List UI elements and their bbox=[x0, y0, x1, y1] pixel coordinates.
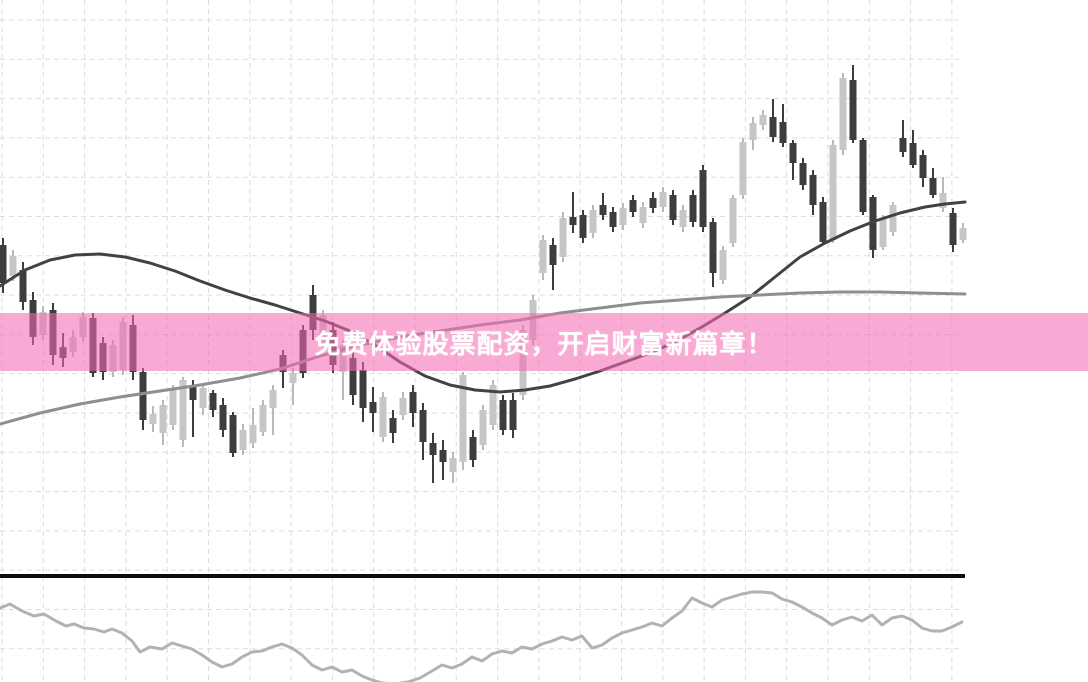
oscillator-panel bbox=[0, 590, 964, 682]
candle-body bbox=[499, 400, 507, 430]
candle-body bbox=[459, 375, 467, 462]
candle-body bbox=[579, 215, 587, 238]
candle-body bbox=[489, 385, 497, 425]
candle-body bbox=[709, 222, 717, 273]
candle-body bbox=[889, 205, 897, 232]
candle-body bbox=[269, 390, 277, 408]
candle-body bbox=[789, 143, 797, 163]
candle-body bbox=[419, 410, 427, 442]
candle-body bbox=[949, 213, 957, 245]
candle-body bbox=[209, 393, 217, 410]
candle-body bbox=[759, 115, 767, 125]
candle-body bbox=[619, 208, 627, 225]
candle-body bbox=[139, 372, 147, 420]
candle-body bbox=[159, 405, 167, 433]
candle-body bbox=[229, 415, 237, 453]
candle-body bbox=[769, 117, 777, 137]
candle-body bbox=[749, 123, 757, 140]
candle-body bbox=[859, 140, 867, 212]
candle-body bbox=[819, 202, 827, 242]
candle-body bbox=[169, 390, 177, 425]
candle-body bbox=[639, 207, 647, 223]
candles-group bbox=[0, 65, 967, 483]
candle-body bbox=[559, 218, 567, 257]
promo-banner[interactable]: 免费体验股票配资，开启财富新篇章！ bbox=[0, 313, 1088, 371]
candle-body bbox=[429, 443, 437, 455]
candle-body bbox=[909, 143, 917, 165]
candle-body bbox=[739, 142, 747, 195]
candle-body bbox=[199, 388, 207, 408]
promo-banner-text: 免费体验股票配资，开启财富新篇章！ bbox=[314, 328, 774, 359]
candle-body bbox=[779, 122, 787, 143]
candle-body bbox=[409, 392, 417, 413]
candle-body bbox=[839, 78, 847, 150]
candle-body bbox=[589, 210, 597, 233]
candle-body bbox=[669, 195, 677, 220]
candle-body bbox=[219, 405, 227, 430]
candle-body bbox=[9, 256, 17, 276]
candle-body bbox=[629, 200, 637, 212]
fast-moving-average-line bbox=[0, 200, 967, 394]
candle-body bbox=[729, 198, 737, 243]
candle-body bbox=[689, 195, 697, 222]
candle-body bbox=[239, 430, 247, 450]
candle-body bbox=[539, 240, 547, 273]
candle-body bbox=[899, 138, 907, 152]
panel-divider-line bbox=[0, 574, 965, 578]
candle-body bbox=[699, 170, 707, 227]
candle-body bbox=[349, 358, 357, 395]
candle-body bbox=[249, 425, 257, 443]
candle-body bbox=[369, 402, 377, 413]
candle-body bbox=[829, 145, 837, 240]
candle-body bbox=[609, 212, 617, 227]
candle-body bbox=[959, 228, 967, 240]
candle-body bbox=[549, 245, 557, 265]
candle-body bbox=[19, 270, 27, 302]
candle-body bbox=[719, 250, 727, 280]
candle-body bbox=[189, 387, 197, 400]
candle-body bbox=[439, 450, 447, 462]
candle-body bbox=[259, 405, 267, 432]
candle-body bbox=[449, 458, 457, 472]
candle-body bbox=[659, 192, 667, 207]
candle-body bbox=[919, 155, 927, 178]
candle-body bbox=[389, 418, 397, 433]
candle-body bbox=[149, 414, 157, 424]
candle-body bbox=[509, 400, 517, 430]
candle-body bbox=[469, 437, 477, 460]
candle-body bbox=[399, 398, 407, 415]
candle-body bbox=[0, 245, 7, 283]
candle-body bbox=[929, 178, 937, 195]
candle-body bbox=[599, 205, 607, 215]
candle-body bbox=[799, 163, 807, 185]
candle-body bbox=[379, 397, 387, 437]
candle-body bbox=[879, 218, 887, 247]
candle-body bbox=[309, 295, 317, 330]
candle-body bbox=[809, 175, 817, 205]
candle-body bbox=[179, 380, 187, 440]
candle-body bbox=[849, 80, 857, 140]
candle-body bbox=[289, 373, 297, 383]
candle-body bbox=[569, 217, 577, 225]
candle-body bbox=[939, 193, 947, 208]
candle-body bbox=[359, 370, 367, 408]
candle-body bbox=[679, 210, 687, 227]
candle-body bbox=[479, 410, 487, 445]
candle-body bbox=[869, 197, 877, 250]
momentum-oscillator-line bbox=[0, 590, 964, 682]
candle-body bbox=[649, 198, 657, 208]
